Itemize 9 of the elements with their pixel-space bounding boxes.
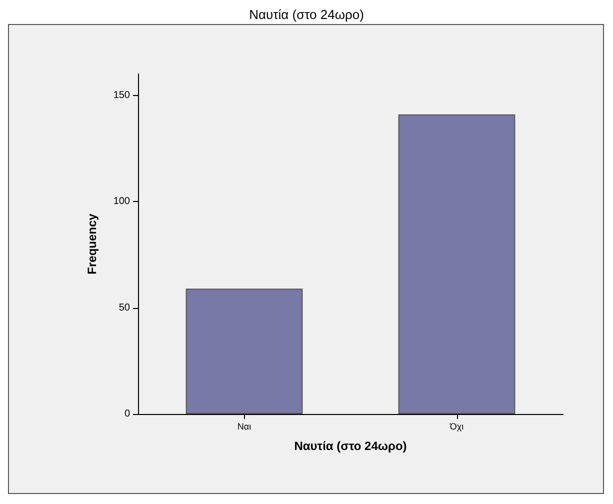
x-tick-label: Όχι [448,422,464,432]
chart-title: Ναυτία (στο 24ωρο) [249,7,364,22]
y-tick-label: 50 [118,302,130,314]
x-tick-label: Ναι [237,422,252,432]
y-axis-title: Frequency [85,213,99,274]
x-axis-title: Ναυτία (στο 24ωρο) [294,439,407,453]
y-tick-label: 0 [124,408,130,420]
y-tick-label: 150 [113,90,130,101]
y-tick-label: 100 [113,196,130,207]
